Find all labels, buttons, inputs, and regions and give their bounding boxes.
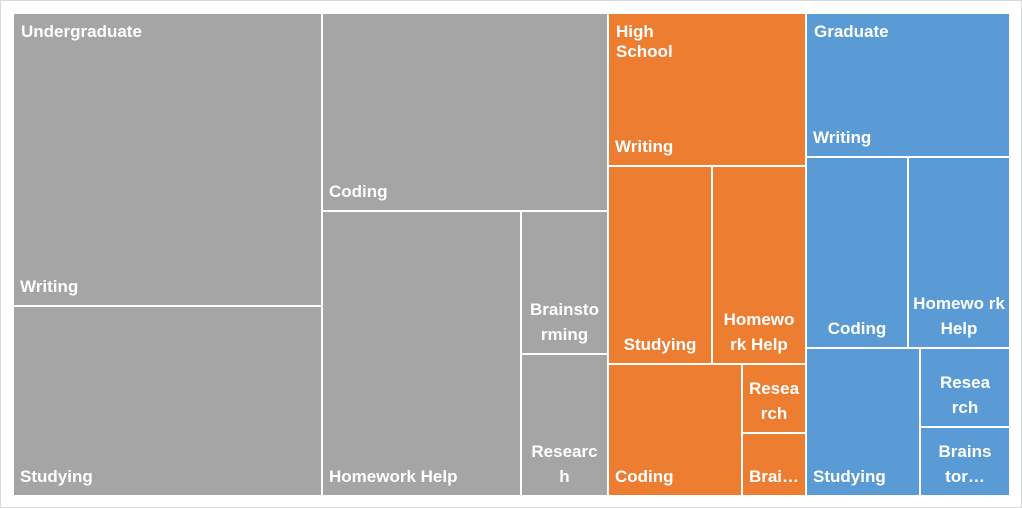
tile-graduate-coding: Coding [806, 157, 908, 348]
tile-high-school-brainstorming: Brai… [742, 433, 806, 496]
tile-label: Studying [813, 467, 886, 486]
tile-label: Studying [623, 335, 697, 354]
tile-label: Researc h [531, 442, 598, 486]
tile-label: Brai… [748, 467, 800, 486]
tile-high-school-studying: Studying [608, 166, 712, 364]
tile-graduate-homework-help: Homewo rk Help [908, 157, 1010, 348]
tile-label: Studying [20, 467, 93, 486]
tile-label: Homewo rk Help [723, 310, 795, 354]
tile-label: Brainsto rming [530, 300, 599, 344]
tile-label: Resea rch [939, 373, 991, 417]
tile-graduate-research: Resea rch [920, 348, 1010, 427]
tile-undergraduate-writing: Writing [13, 13, 322, 306]
tile-label: Writing [813, 128, 872, 147]
tile-undergraduate-studying: Studying [13, 306, 322, 496]
tile-undergraduate-brainstorming: Brainsto rming [521, 211, 608, 354]
tile-high-school-writing: Writing [608, 13, 806, 166]
tile-label: Coding [329, 182, 388, 201]
tile-graduate-writing: Writing [806, 13, 1010, 157]
tile-label: Brains tor… [938, 442, 992, 486]
tile-undergraduate-coding: Coding [322, 13, 608, 211]
tile-high-school-homework-help: Homewo rk Help [712, 166, 806, 364]
tile-label: Coding [827, 319, 887, 338]
tile-high-school-coding: Coding [608, 364, 742, 496]
tile-label: Writing [20, 277, 79, 296]
tile-graduate-studying: Studying [806, 348, 920, 496]
tile-undergraduate-research: Researc h [521, 354, 608, 496]
tile-high-school-research: Resea rch [742, 364, 806, 433]
tile-graduate-brainstorming: Brains tor… [920, 427, 1010, 496]
tile-label: Resea rch [748, 379, 800, 423]
tile-undergraduate-homework-help: Homework Help [322, 211, 521, 496]
tile-label: Homewo rk Help [913, 294, 1005, 338]
tile-label: Coding [615, 467, 674, 486]
tile-label: Homework Help [329, 467, 458, 486]
tile-label: Writing [615, 137, 674, 156]
